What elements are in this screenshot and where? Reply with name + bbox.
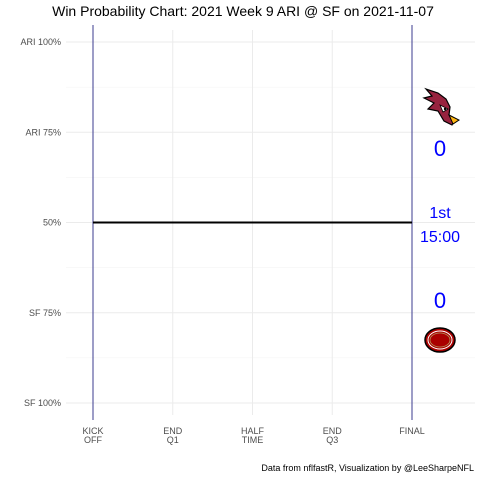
x-tick-label: HALF bbox=[241, 426, 265, 436]
x-tick-label: END bbox=[163, 426, 183, 436]
y-tick-label: 50% bbox=[43, 218, 61, 228]
x-tick-label: END bbox=[323, 426, 343, 436]
y-axis: ARI 100% ARI 75% 50% SF 75% SF 100% bbox=[20, 37, 61, 408]
y-tick-label: SF 100% bbox=[24, 398, 61, 408]
game-clock: 15:00 bbox=[420, 229, 460, 246]
home-score: 0 bbox=[434, 288, 446, 313]
chart-caption: Data from nflfastR, Visualization by @Le… bbox=[261, 463, 474, 473]
cardinals-logo-icon bbox=[422, 87, 460, 126]
x-tick-label: TIME bbox=[242, 435, 264, 445]
x-tick-label: Q1 bbox=[167, 435, 179, 445]
y-tick-label: ARI 75% bbox=[25, 127, 61, 137]
49ers-logo-icon bbox=[424, 327, 456, 353]
y-tick-label: ARI 100% bbox=[20, 37, 61, 47]
away-score: 0 bbox=[434, 136, 446, 161]
x-tick-label: KICK bbox=[82, 426, 103, 436]
x-tick-label: FINAL bbox=[399, 426, 425, 436]
game-quarter: 1st bbox=[429, 205, 451, 222]
x-tick-label: OFF bbox=[84, 435, 102, 445]
y-tick-label: SF 75% bbox=[29, 308, 61, 318]
x-tick-label: Q3 bbox=[326, 435, 338, 445]
chart-title: Win Probability Chart: 2021 Week 9 ARI @… bbox=[52, 3, 434, 19]
